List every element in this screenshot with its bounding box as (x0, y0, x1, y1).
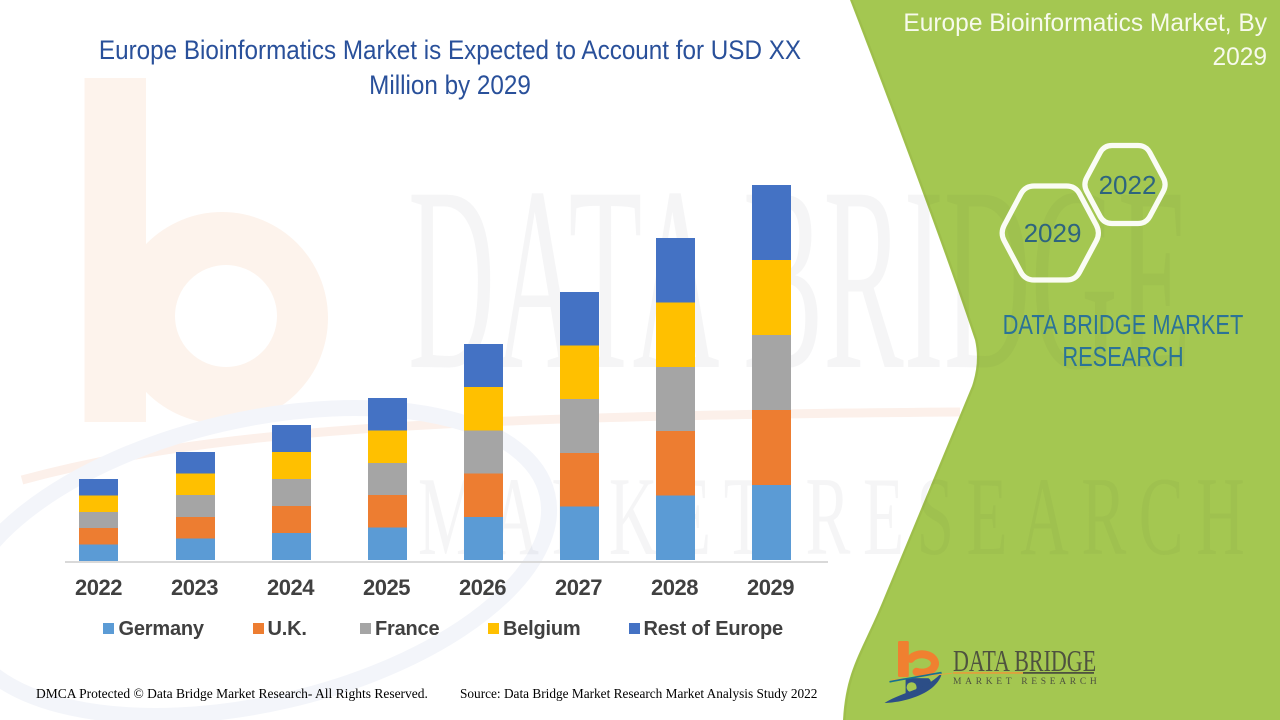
svg-text:2029: 2029 (1024, 218, 1082, 248)
svg-text:2022: 2022 (1099, 170, 1157, 200)
